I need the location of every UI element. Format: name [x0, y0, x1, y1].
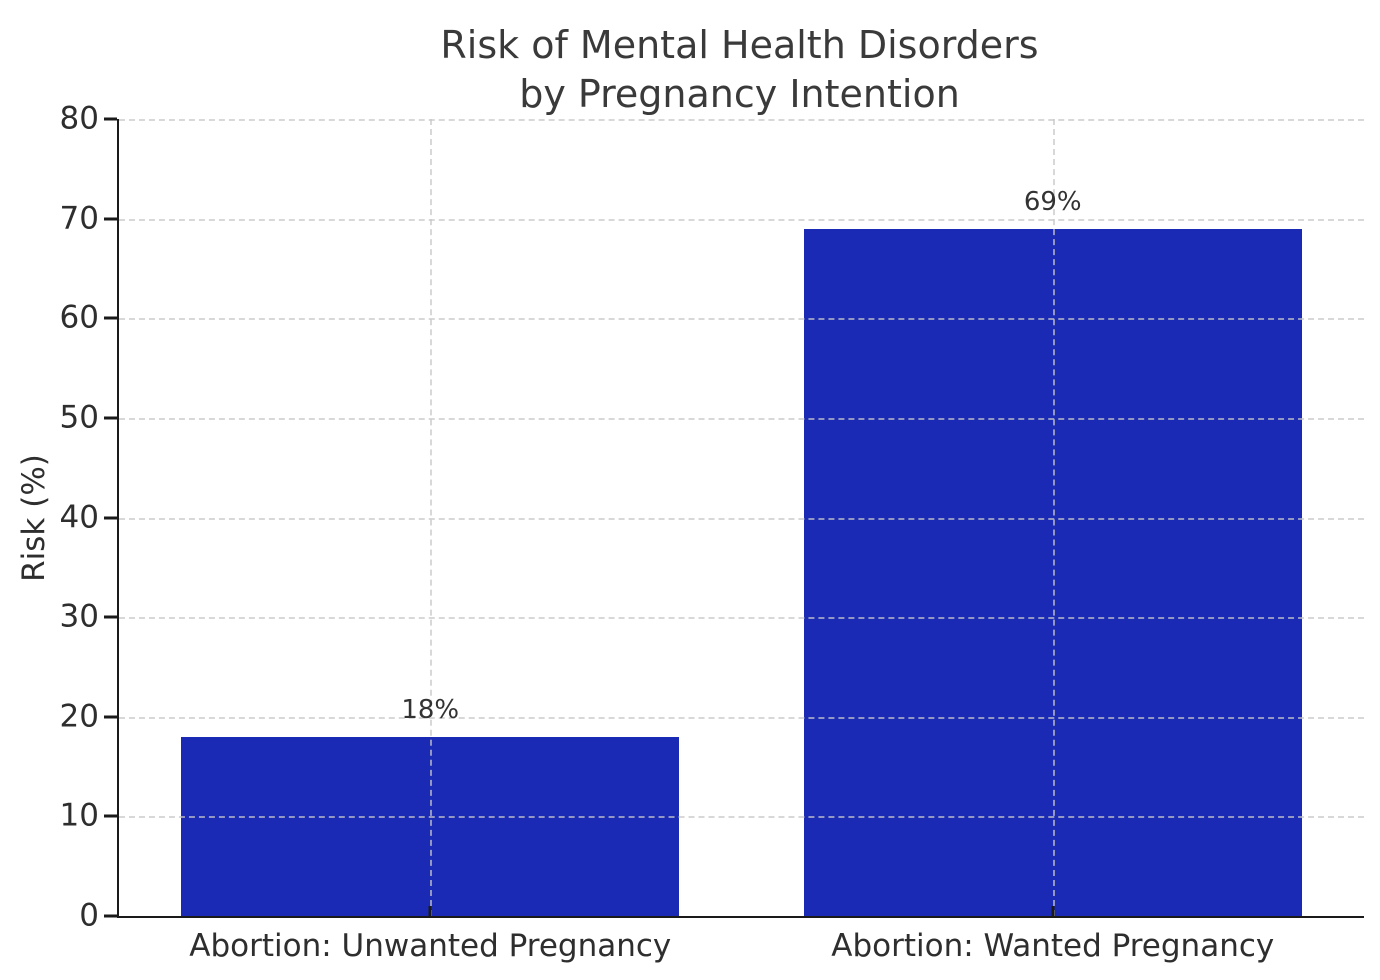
gridline-horizontal	[119, 119, 1364, 121]
x-tick	[1051, 906, 1055, 916]
y-tick-label: 10	[59, 797, 99, 834]
y-tick	[103, 615, 117, 619]
chart-title: Risk of Mental Health Disorders by Pregn…	[440, 23, 1039, 116]
y-tick-label: 30	[59, 598, 99, 635]
y-tick-label: 80	[59, 100, 99, 137]
y-tick-label: 40	[59, 499, 99, 535]
gridline-horizontal	[119, 318, 1364, 321]
y-tick	[103, 516, 117, 519]
y-tick	[103, 117, 117, 121]
y-tick-label: 0	[79, 897, 99, 934]
x-tick-label: Abortion: Wanted Pregnancy	[831, 928, 1275, 964]
gridline-horizontal	[119, 816, 1364, 819]
gridline-horizontal	[119, 517, 1364, 520]
bar-value-label: 18%	[401, 694, 460, 725]
y-tick	[103, 416, 117, 420]
y-tick-label: 60	[59, 299, 99, 336]
y-tick	[103, 316, 117, 320]
bar-value-label: 69%	[1023, 186, 1082, 217]
y-axis-label: Risk (%)	[16, 454, 52, 582]
gridline-vertical	[430, 119, 433, 916]
gridline-horizontal	[119, 218, 1364, 221]
gridline-horizontal	[119, 716, 1364, 719]
y-tick-label: 50	[59, 399, 99, 436]
gridline-vertical	[1052, 119, 1055, 916]
gridline-horizontal	[119, 417, 1364, 420]
x-tick-label: Abortion: Unwanted Pregnancy	[189, 928, 672, 964]
y-tick	[103, 914, 117, 918]
y-tick-label: 70	[59, 200, 99, 237]
y-tick	[103, 814, 117, 818]
gridline-horizontal	[119, 617, 1364, 620]
y-tick	[103, 715, 117, 719]
x-tick	[428, 906, 432, 916]
y-tick-label: 20	[59, 698, 99, 735]
y-tick	[103, 217, 117, 221]
plot-area: 0 10 20 30 40 50 60 70 80 18% Abortion: Unwanted P…	[60, 103, 1364, 964]
